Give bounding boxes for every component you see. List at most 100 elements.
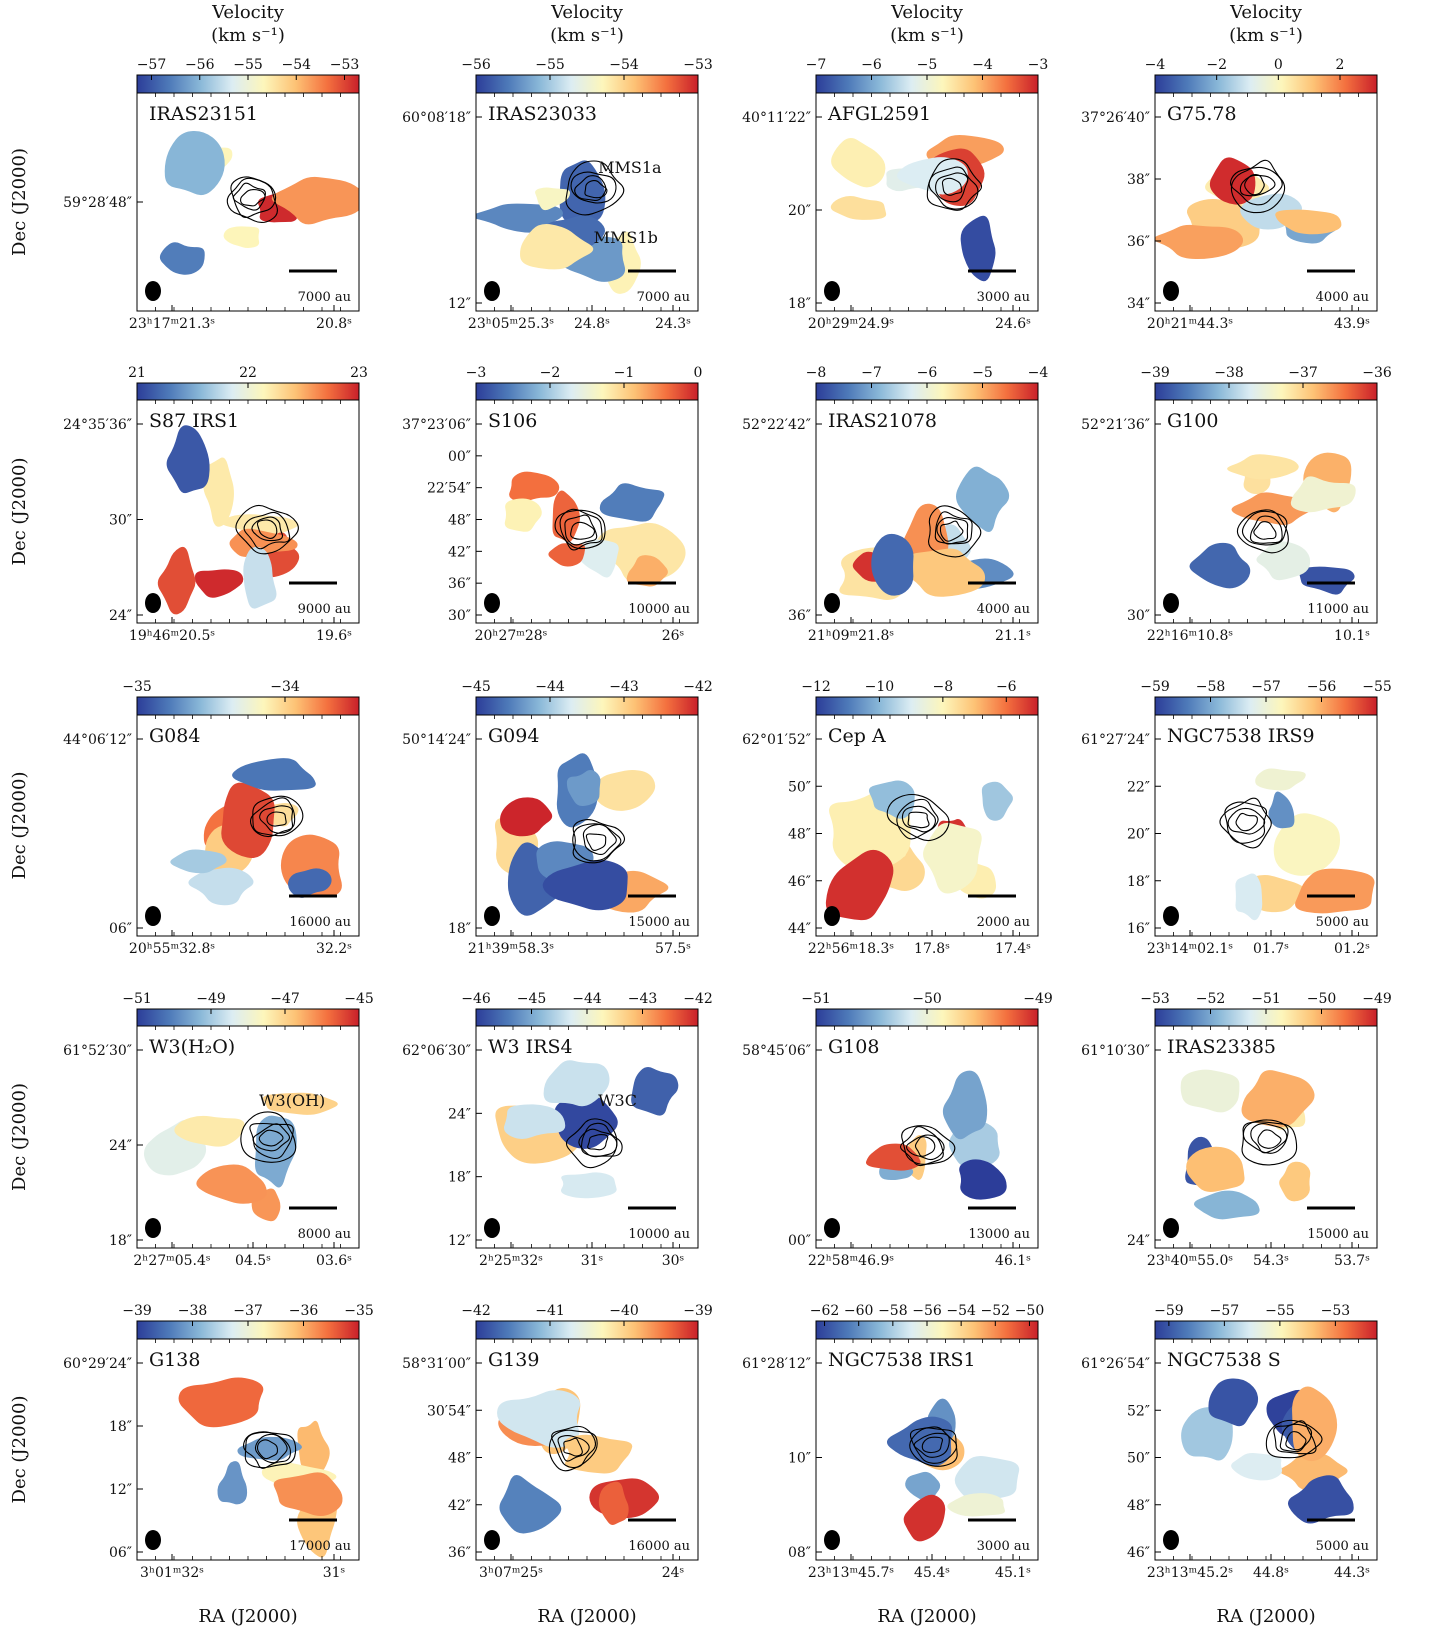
beam-ellipse: [484, 281, 500, 301]
source-annotation: MMS1b: [594, 228, 658, 247]
source-name: IRAS23385: [1167, 1036, 1276, 1058]
colorbar-tick-label: −7: [861, 365, 882, 381]
velocity-blob: [504, 498, 542, 532]
velocity-blob: [1279, 1161, 1311, 1202]
intensity-contour: [252, 795, 304, 837]
x-tick-label: 32.2ˢ: [316, 941, 352, 957]
colorbar-tick-label: 21: [128, 365, 146, 381]
colorbar-tick-label: −47: [270, 991, 300, 1007]
velocity-blob: [1155, 224, 1244, 260]
scale-bar-label: 16000 au: [289, 915, 351, 930]
colorbar-tick-label: −49: [1362, 991, 1392, 1007]
x-tick-label: 10.1ˢ: [1334, 628, 1370, 644]
velocity-blob: [254, 1115, 297, 1188]
x-tick-label: 30ˢ: [662, 1253, 685, 1269]
panel-w3-irs4: −46 −45 −44 −43 −42 W3 IRS4 W3C 10000 au 62°06′3…: [402, 991, 713, 1269]
velocity-blob: [1241, 1070, 1315, 1128]
colorbar-tick-label: −5: [972, 365, 993, 381]
colorbar-tick-label: −43: [628, 991, 658, 1007]
scale-bar-label: 10000 au: [628, 602, 690, 617]
colorbar-tick-label: 0: [1274, 57, 1283, 73]
colorbar-tick-label: −53: [330, 57, 360, 73]
velocity-blob: [500, 797, 553, 837]
intensity-contour: [1253, 521, 1277, 540]
intensity-contour: [235, 504, 299, 555]
velocity-blob: [237, 1436, 302, 1461]
panel-iras23033: Velocity(km s⁻¹) −56 −55 −54 −53 IRAS23033 MMS…: [402, 2, 713, 332]
colorbar-tick-label: −43: [609, 679, 639, 695]
y-tick-label: 37°26′40″: [1081, 110, 1150, 126]
intensity-contour: [936, 517, 969, 545]
colorbar-unit: (km s⁻¹): [1229, 25, 1303, 46]
x-tick-label: 01.7ˢ: [1253, 941, 1289, 957]
velocity-blob: [509, 471, 560, 502]
y-tick-label: 08″: [788, 1545, 811, 1561]
beam-ellipse: [484, 1218, 500, 1238]
velocity-blob: [1256, 541, 1311, 581]
intensity-contour: [1273, 1420, 1317, 1455]
scale-bar-label: 7000 au: [298, 290, 351, 305]
velocity-blob: [599, 483, 665, 522]
intensity-contour: [1235, 812, 1258, 832]
colorbar-tick-label: −50: [1307, 991, 1337, 1007]
source-name: Cep A: [828, 725, 886, 747]
intensity-contour: [1227, 807, 1266, 835]
intensity-contour: [232, 182, 266, 211]
x-tick-label: 23ʰ13ᵐ45.2ˢ: [1147, 1565, 1233, 1581]
velocity-blob: [959, 1159, 1007, 1200]
y-tick-label: 52″: [1127, 1403, 1150, 1419]
x-tick-label: 3ʰ07ᵐ25ˢ: [479, 1565, 543, 1581]
velocity-field: [839, 466, 1014, 600]
intensity-contour: [1219, 797, 1272, 849]
beam-ellipse: [1163, 1218, 1179, 1238]
intensity-contour: [570, 171, 617, 204]
velocity-blob: [159, 242, 205, 275]
colorbar-tick-label: −51: [122, 991, 152, 1007]
panel-iras23385: −53 −52 −51 −50 −49 IRAS23385 15000 au 61°10′30…: [1081, 991, 1392, 1269]
velocity-blob: [1299, 566, 1355, 595]
panel-ngc7538-s: −59 −57 −55 −53 NGC7538 S 5000 au 61°26′54″ 52″…: [1081, 1303, 1378, 1627]
source-name: IRAS23151: [149, 103, 258, 125]
velocity-blob: [273, 1472, 343, 1516]
beam-ellipse: [824, 1530, 840, 1550]
velocity-blob: [1227, 454, 1299, 480]
intensity-contour: [551, 1425, 597, 1469]
colorbar-tick-label: −42: [683, 679, 713, 695]
intensity-contour: [928, 166, 979, 210]
velocity-blob: [868, 780, 915, 819]
scale-bar-label: 2000 au: [977, 915, 1030, 930]
scale-bar-label: 13000 au: [968, 1227, 1030, 1242]
y-tick-label: 40°11′22″: [742, 110, 811, 126]
x-tick-label: 17.8ˢ: [914, 941, 950, 957]
intensity-contour: [1241, 510, 1288, 546]
velocity-blob: [1231, 1453, 1283, 1481]
velocity-blob: [923, 822, 982, 894]
velocity-blob: [954, 1456, 1020, 1503]
intensity-contour: [1242, 1119, 1289, 1154]
velocity-field: [178, 1377, 343, 1558]
velocity-blob: [1255, 768, 1306, 791]
intensity-contour: [256, 1439, 279, 1460]
colorbar-tick-label: −62: [810, 1303, 840, 1319]
colorbar-tick-label: 23: [350, 365, 368, 381]
intensity-contour: [1249, 515, 1283, 544]
y-tick-label: 58°45′06″: [742, 1043, 811, 1059]
y-axis-label: Dec (J2000): [9, 1396, 30, 1504]
x-tick-label: 46.1ˢ: [995, 1253, 1031, 1269]
y-tick-label: 12″: [109, 1482, 132, 1498]
colorbar-tick-label: −4: [1145, 57, 1166, 73]
colorbar: [1154, 74, 1378, 95]
colorbar-unit: (km s⁻¹): [890, 25, 964, 46]
colorbar-tick-label: −7: [806, 57, 827, 73]
colorbar-tick-label: −6: [861, 57, 882, 73]
y-tick-label: 36″: [448, 576, 471, 592]
colorbar: [475, 696, 699, 717]
velocity-blob: [188, 867, 254, 906]
intensity-contour: [240, 1111, 297, 1163]
colorbar-tick-label: −52: [981, 1303, 1011, 1319]
beam-ellipse: [145, 281, 161, 301]
velocity-blob: [960, 215, 996, 282]
intensity-contour: [901, 1125, 956, 1165]
y-axis-label: Dec (J2000): [9, 772, 30, 880]
